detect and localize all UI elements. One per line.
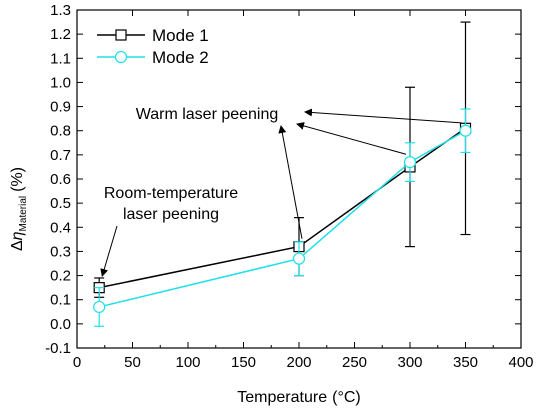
legend-label: Mode 1: [152, 26, 209, 45]
annotation-arrow: [278, 125, 303, 239]
y-axis-title-symbol: η: [9, 231, 26, 240]
x-axis-title-text: Temperature: [237, 389, 327, 406]
y-tick-label: 0.8: [50, 123, 71, 140]
y-axis-title-prefix: Δ: [9, 240, 26, 251]
x-tick-label: 50: [124, 354, 141, 371]
x-axis-title-unit: (°C): [332, 389, 361, 406]
legend-marker-circle: [114, 50, 128, 64]
x-tick-label: 0: [73, 354, 81, 371]
y-tick-label: 0.5: [50, 195, 71, 212]
annotation-arrow: [304, 108, 462, 124]
y-axis-title: ΔηMaterial (%): [9, 167, 29, 251]
y-tick-label: 0.0: [50, 316, 71, 333]
data-point-circle: [403, 156, 417, 169]
y-tick-label: 0.6: [50, 171, 71, 188]
series-line: [99, 127, 466, 289]
annotation-line: Warm laser peening: [136, 106, 279, 123]
legend: Mode 1 Mode 2: [97, 26, 209, 67]
annotation-arrow: [296, 122, 407, 155]
x-axis-title: Temperature (°C): [237, 389, 360, 406]
legend-marker-square: [115, 29, 127, 41]
y-tick-label: 0.7: [50, 147, 71, 164]
series-line: [99, 130, 466, 308]
x-tick-label: 350: [453, 354, 478, 371]
plot-frame: [76, 9, 522, 349]
x-tick-label: 200: [286, 354, 311, 371]
x-tick-label: 100: [175, 354, 200, 371]
x-tick-label: 150: [231, 354, 256, 371]
annotation-arrow: [100, 225, 118, 277]
annotation-warm: Warm laser peening: [136, 106, 279, 123]
y-tick-label: 1.0: [50, 74, 71, 91]
annotation-line: laser peening: [123, 206, 219, 223]
y-tick-label: 0.2: [50, 268, 71, 285]
y-tick-label: 1.1: [50, 50, 71, 67]
y-tick-label: 0.3: [50, 243, 71, 260]
y-tick-label: 0.9: [50, 99, 71, 116]
annotation-room-temperature: Room-temperature laser peening: [104, 185, 238, 223]
y-tick-label: -0.1: [45, 340, 71, 357]
x-tick-label: 300: [397, 354, 422, 371]
y-tick-label: 1.3: [50, 2, 71, 19]
data-point-circle: [93, 300, 106, 314]
data-point-circle: [292, 252, 306, 265]
y-tick-label: 0.4: [50, 219, 71, 236]
legend-label: Mode 2: [152, 48, 209, 67]
x-tick-label: 400: [508, 354, 533, 371]
x-tick-label: 250: [342, 354, 367, 371]
y-tick-label: 1.2: [50, 26, 71, 43]
y-axis-title-subscript: Material: [18, 196, 29, 232]
annotation-line: Room-temperature: [104, 185, 238, 202]
y-tick-label: 0.1: [50, 292, 71, 309]
y-axis-title-unit: (%): [9, 167, 26, 192]
series-2: [93, 108, 472, 327]
annotations-layer: Room-temperature laser peening Warm laser …: [100, 106, 462, 277]
series-layer: [93, 21, 472, 327]
data-point-circle: [459, 124, 472, 137]
axes: 0 50 100 150 200 250 300 350 400 -0.1 0.0 0.1 0.2 0.3…: [9, 2, 534, 406]
